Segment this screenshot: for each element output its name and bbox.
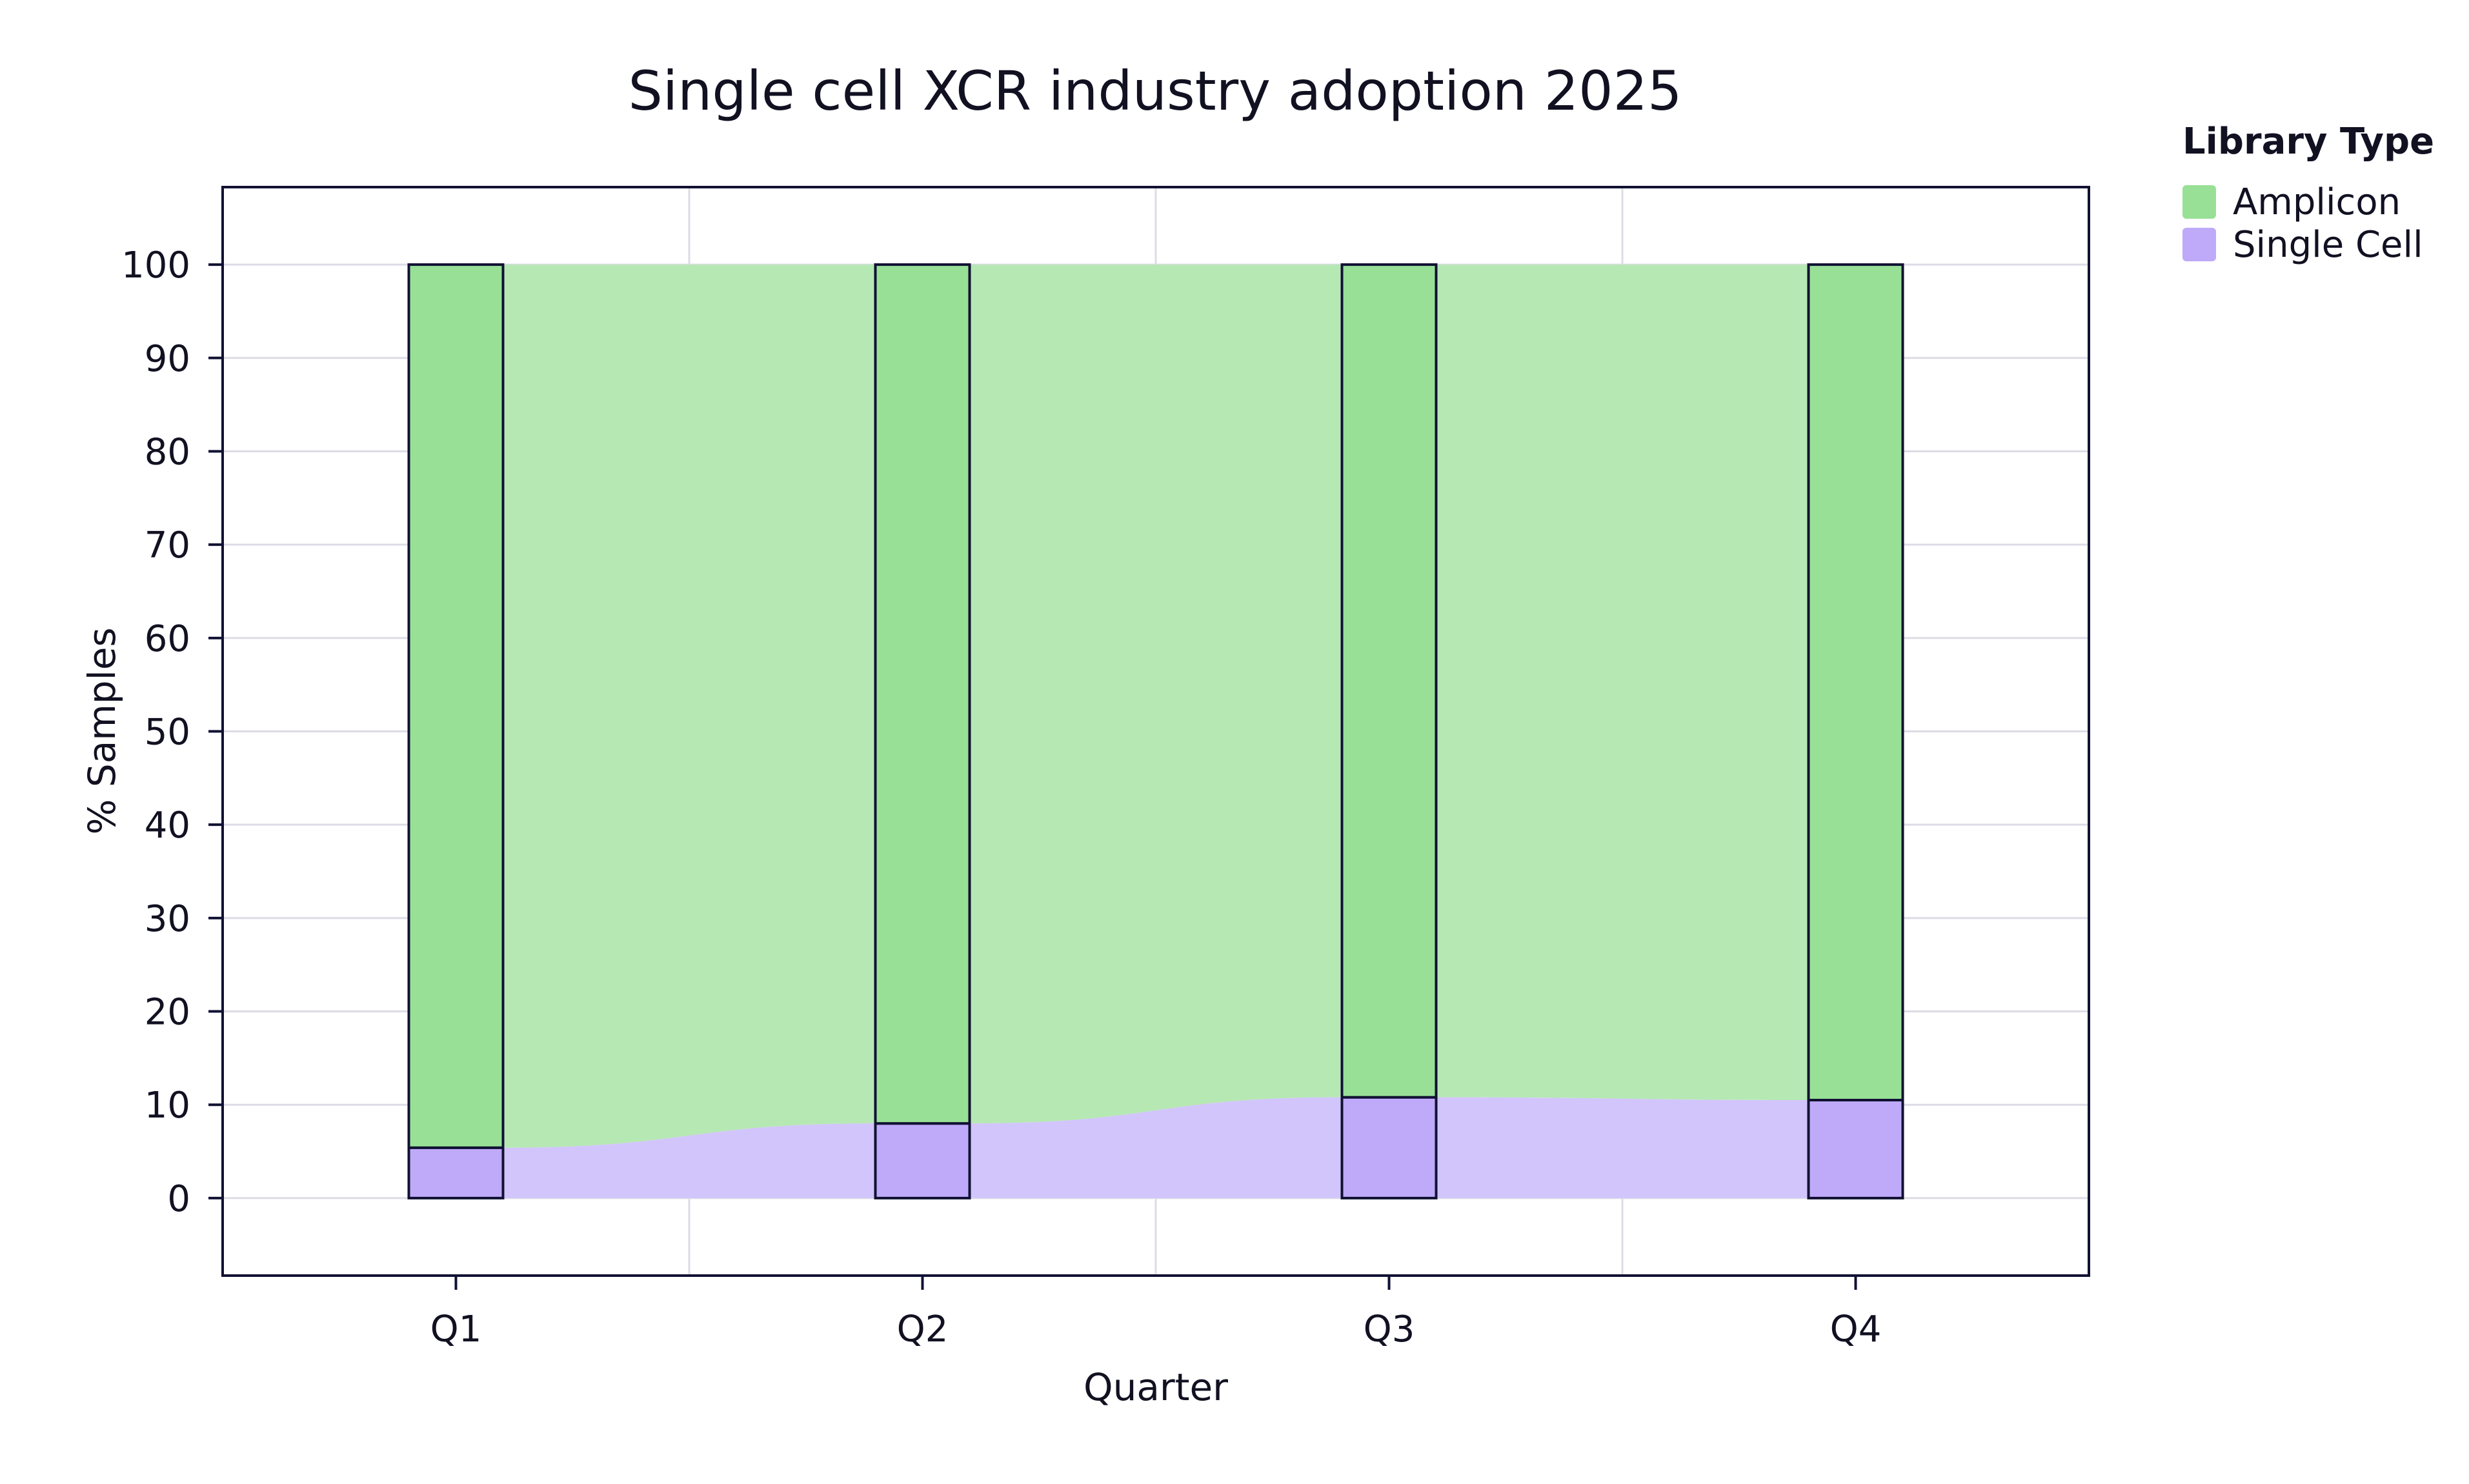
x-axis-ticks: Q1 Q2 Q3 Q4: [430, 1276, 1882, 1350]
bar-amplicon-q3: [1340, 263, 1438, 1099]
y-tick-label-40: 40: [145, 805, 190, 847]
bar-amplicon-q4: [1807, 263, 1904, 1101]
x-tick-label-q2: Q2: [897, 1309, 949, 1350]
x-tick-label-q1: Q1: [430, 1309, 482, 1350]
x-axis-label: Quarter: [1083, 1365, 1228, 1409]
y-tick-label-70: 70: [145, 525, 190, 567]
bar-single-cell-q4: [1807, 1098, 1904, 1199]
legend-label-single-cell: Single Cell: [2233, 224, 2423, 266]
y-tick-label-90: 90: [145, 338, 190, 380]
bars: [407, 263, 1904, 1199]
y-tick-label-10: 10: [145, 1085, 190, 1127]
y-tick-label-20: 20: [145, 992, 190, 1034]
bar-single-cell-q1: [407, 1146, 505, 1199]
y-tick-label-30: 30: [145, 898, 190, 940]
legend-swatch-single-cell: [2182, 228, 2216, 261]
area-single-cell: [408, 1097, 1903, 1198]
y-tick-label-80: 80: [145, 431, 190, 473]
legend-label-amplicon: Amplicon: [2233, 181, 2401, 223]
legend-title: Library Type: [2182, 121, 2434, 163]
chart-title: Single cell XCR industry adoption 2025: [629, 59, 1682, 123]
bar-single-cell-q2: [874, 1122, 971, 1199]
area-fills: [408, 265, 1903, 1198]
bar-amplicon-q1: [407, 263, 505, 1149]
x-tick-label-q4: Q4: [1830, 1309, 1882, 1350]
area-amplicon: [408, 265, 1903, 1148]
y-axis-label: % Samples: [80, 627, 124, 834]
y-tick-label-60: 60: [145, 618, 190, 660]
bar-amplicon-q2: [874, 263, 971, 1125]
legend: Library Type Amplicon Single Cell: [2182, 121, 2434, 266]
y-tick-label-100: 100: [121, 245, 190, 286]
x-tick-label-q3: Q3: [1364, 1309, 1415, 1350]
y-tick-label-50: 50: [145, 712, 190, 754]
y-tick-label-0: 0: [167, 1178, 190, 1220]
y-axis-ticks: 0 10 20 30 40 50 60 70 80 90 100: [121, 245, 223, 1220]
legend-swatch-amplicon: [2182, 185, 2216, 219]
bar-single-cell-q3: [1340, 1096, 1438, 1199]
